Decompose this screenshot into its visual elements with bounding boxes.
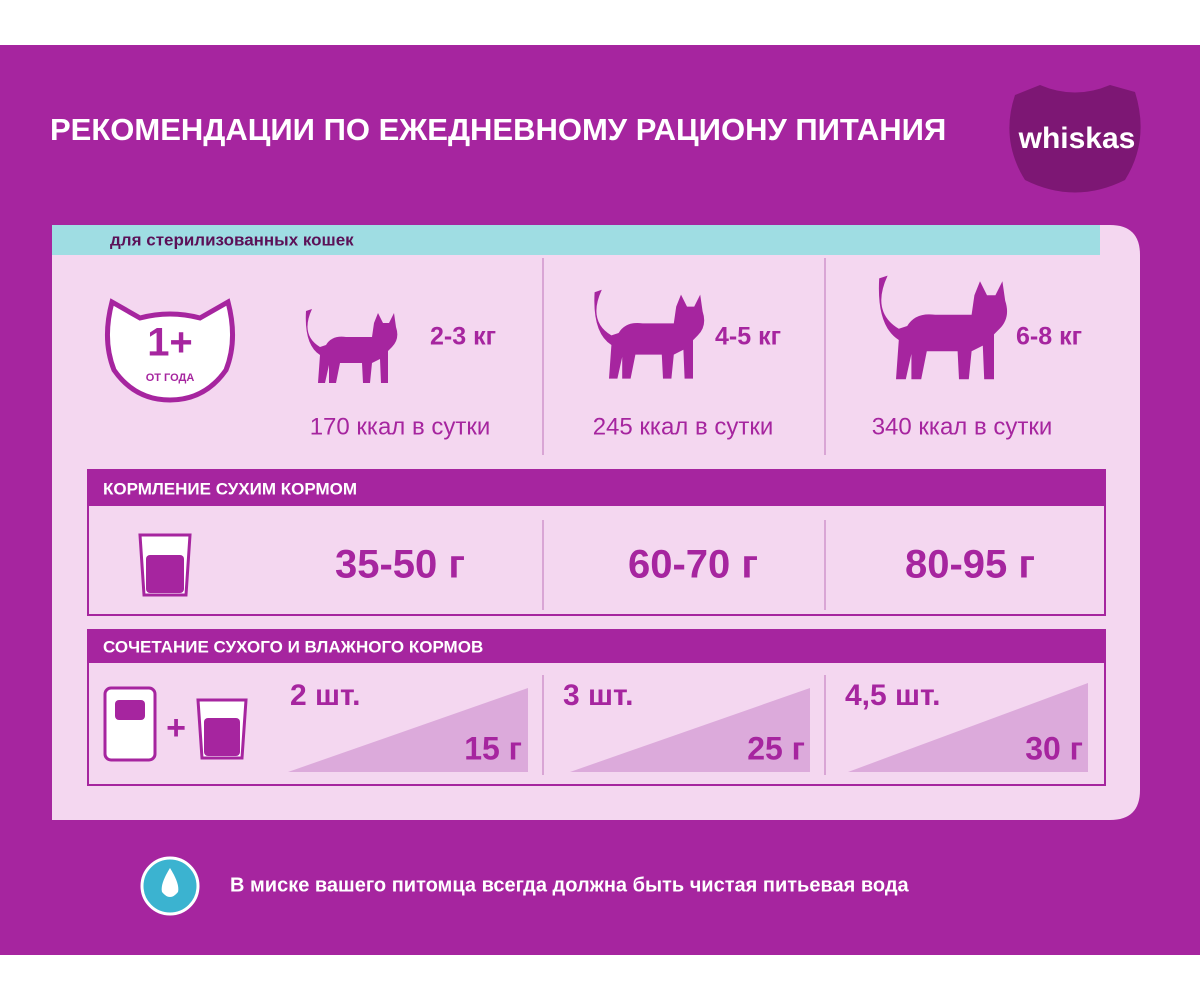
title: РЕКОМЕНДАЦИИ ПО ЕЖЕДНЕВНОМУ РАЦИОНУ ПИТА… bbox=[50, 112, 946, 147]
mixed-title: СОЧЕТАНИЕ СУХОГО И ВЛАЖНОГО КОРМОВ bbox=[103, 637, 483, 656]
triangle bbox=[288, 688, 528, 772]
age-badge: 1+ ОТ ГОДА bbox=[104, 298, 236, 403]
calories: 340 ккал в сутки bbox=[872, 413, 1053, 440]
water-icon bbox=[140, 856, 200, 916]
age-label: ОТ ГОДА bbox=[146, 372, 195, 384]
footer-note: В миске вашего питомца всегда должна быт… bbox=[230, 874, 910, 896]
logo: whiskas bbox=[1009, 85, 1141, 193]
triangle bbox=[848, 683, 1088, 772]
mixed-food-icon: + bbox=[103, 686, 248, 762]
subtitle-strip bbox=[52, 225, 1100, 255]
age-value: 1+ bbox=[147, 321, 193, 365]
dry-title: КОРМЛЕНИЕ СУХИМ КОРМОМ bbox=[103, 479, 357, 498]
dry-amount: 80-95 г bbox=[905, 543, 1035, 587]
dry-header bbox=[88, 470, 1105, 506]
pouches: 3 шт. bbox=[563, 679, 633, 712]
weight: 4-5 кг bbox=[715, 323, 781, 351]
grams: 25 г bbox=[747, 730, 805, 766]
subtitle: для стерилизованных кошек bbox=[110, 230, 354, 249]
calories: 245 ккал в сутки bbox=[593, 413, 774, 440]
pouches: 4,5 шт. bbox=[845, 679, 940, 712]
logo-text: whiskas bbox=[1018, 122, 1136, 155]
mixed-header bbox=[88, 630, 1105, 663]
dry-food-icon bbox=[138, 533, 192, 597]
weight: 6-8 кг bbox=[1016, 323, 1082, 351]
calories: 170 ккал в сутки bbox=[310, 413, 491, 440]
weight: 2-3 кг bbox=[430, 323, 496, 351]
triangle bbox=[570, 688, 810, 772]
dry-amount: 35-50 г bbox=[335, 543, 465, 587]
grams: 15 г bbox=[464, 730, 522, 766]
svg-text:+: + bbox=[166, 709, 186, 747]
dry-amount: 60-70 г bbox=[628, 543, 758, 587]
pouches: 2 шт. bbox=[290, 679, 360, 712]
grams: 30 г bbox=[1025, 730, 1083, 766]
